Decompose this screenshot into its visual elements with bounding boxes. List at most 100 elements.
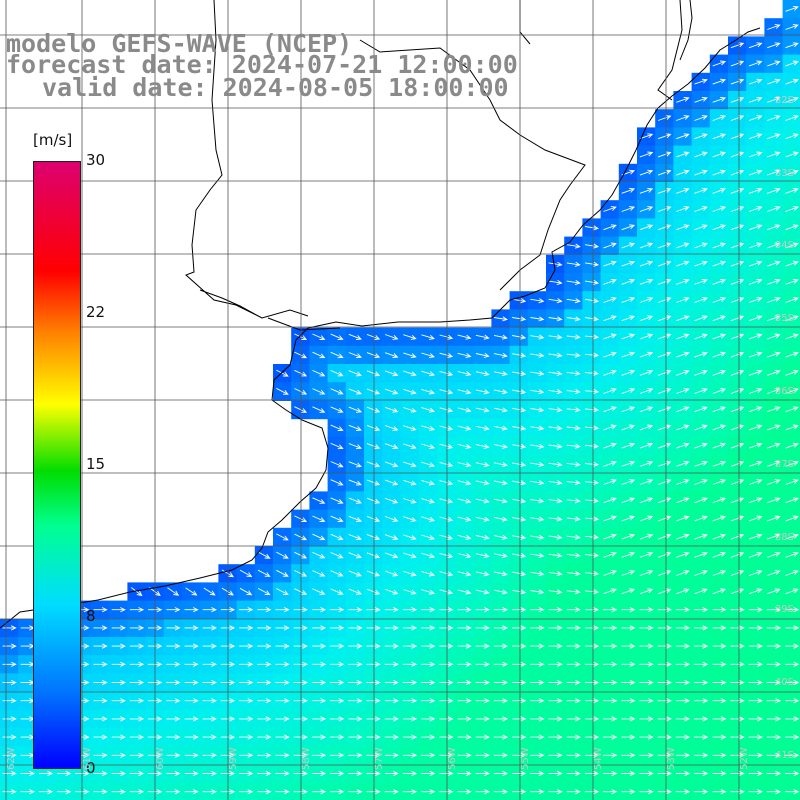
wind-arrow bbox=[457, 789, 472, 795]
wind-arrow bbox=[257, 551, 271, 559]
wind-arrow bbox=[366, 370, 381, 377]
wind-arrow bbox=[694, 570, 708, 576]
wind-arrow bbox=[475, 734, 490, 740]
wind-arrow bbox=[384, 534, 399, 541]
wind-arrow bbox=[603, 698, 618, 704]
wind-arrow bbox=[293, 698, 308, 704]
wind-arrow bbox=[712, 607, 727, 613]
wind-arrow bbox=[748, 406, 763, 413]
wind-arrow bbox=[257, 643, 272, 649]
wind-arrow bbox=[712, 133, 727, 140]
wind-arrow bbox=[111, 607, 126, 613]
wind-arrow bbox=[657, 406, 672, 413]
wind-arrow bbox=[584, 352, 600, 358]
wind-arrow bbox=[676, 406, 690, 413]
wind-arrow bbox=[621, 551, 636, 558]
wind-arrow bbox=[221, 569, 234, 578]
wind-arrow bbox=[785, 570, 799, 576]
wind-arrow bbox=[93, 789, 108, 795]
wind-arrow bbox=[657, 115, 672, 121]
wind-arrow bbox=[621, 698, 636, 704]
wind-arrow bbox=[639, 333, 654, 340]
wind-arrow bbox=[384, 443, 399, 450]
wind-arrow bbox=[748, 716, 763, 722]
wind-arrow bbox=[439, 461, 454, 468]
wind-arrow bbox=[584, 607, 600, 613]
wind-arrow bbox=[330, 442, 344, 450]
wind-arrow bbox=[512, 752, 527, 758]
wind-arrow bbox=[439, 589, 454, 595]
wind-arrow bbox=[402, 789, 418, 795]
wind-arrow bbox=[439, 752, 454, 758]
wind-arrow bbox=[111, 661, 126, 667]
wind-arrow bbox=[439, 352, 454, 358]
wind-arrow bbox=[111, 679, 126, 686]
wind-arrow bbox=[530, 643, 545, 649]
wind-arrow bbox=[403, 334, 417, 340]
wind-arrow bbox=[566, 261, 581, 267]
wind-arrow bbox=[457, 661, 472, 667]
wind-arrow bbox=[457, 553, 472, 559]
wind-arrow bbox=[748, 770, 763, 777]
wind-arrow bbox=[384, 479, 399, 486]
wind-arrow bbox=[275, 752, 290, 758]
wind-arrow bbox=[566, 789, 581, 795]
wind-arrow bbox=[712, 770, 727, 777]
wind-arrow bbox=[657, 260, 672, 267]
wind-arrow bbox=[766, 661, 782, 667]
wind-arrow bbox=[275, 643, 290, 649]
wind-arrow bbox=[421, 770, 436, 777]
wind-arrow bbox=[384, 588, 399, 595]
wind-arrow bbox=[748, 698, 763, 704]
wind-arrow bbox=[457, 625, 472, 631]
wind-arrow bbox=[475, 589, 490, 595]
wind-arrow bbox=[348, 570, 362, 577]
wind-arrow bbox=[439, 661, 454, 667]
wind-arrow bbox=[548, 789, 563, 795]
wind-arrow bbox=[584, 279, 600, 286]
wind-arrow bbox=[512, 552, 527, 559]
wind-arrow bbox=[184, 625, 199, 631]
wind-arrow bbox=[694, 115, 708, 121]
valid-date: valid date: 2024-08-05 18:00:00 bbox=[42, 73, 509, 102]
wind-arrow bbox=[2, 770, 17, 777]
wind-arrow bbox=[566, 334, 581, 340]
wind-arrow bbox=[421, 461, 435, 468]
wind-arrow bbox=[767, 297, 781, 303]
wind-arrow bbox=[93, 661, 108, 667]
wind-arrow bbox=[730, 551, 745, 558]
wind-arrow bbox=[676, 570, 690, 576]
wind-arrow bbox=[584, 661, 600, 667]
wind-arrow bbox=[548, 461, 563, 467]
wind-arrow bbox=[275, 770, 290, 777]
wind-arrow bbox=[767, 224, 781, 231]
lat-label-39s: 39S bbox=[774, 604, 794, 615]
wind-arrow bbox=[767, 151, 781, 158]
wind-arrow bbox=[657, 607, 672, 613]
wind-arrow bbox=[457, 516, 472, 522]
wind-arrow bbox=[311, 752, 327, 758]
wind-arrow bbox=[675, 607, 691, 613]
wind-arrow bbox=[530, 443, 545, 449]
wind-arrow bbox=[275, 716, 290, 722]
wind-arrow bbox=[621, 388, 636, 394]
wind-arrow bbox=[548, 352, 563, 358]
wind-arrow bbox=[694, 315, 708, 322]
wind-arrow bbox=[512, 534, 527, 540]
wind-arrow bbox=[166, 679, 181, 686]
wind-arrow bbox=[384, 516, 399, 522]
wind-arrow bbox=[293, 734, 308, 740]
wind-arrow bbox=[584, 625, 600, 631]
wind-arrow bbox=[384, 352, 399, 359]
wind-arrow bbox=[421, 479, 435, 486]
wind-arrow bbox=[548, 571, 563, 577]
wind-arrow bbox=[712, 406, 727, 413]
wind-arrow bbox=[566, 698, 581, 704]
wind-arrow bbox=[457, 480, 472, 486]
wind-arrow bbox=[548, 370, 563, 376]
wind-arrow bbox=[748, 479, 763, 485]
wind-arrow bbox=[639, 224, 654, 231]
wind-arrow bbox=[766, 770, 782, 777]
wind-arrow bbox=[785, 643, 800, 649]
wind-arrow bbox=[275, 698, 290, 704]
